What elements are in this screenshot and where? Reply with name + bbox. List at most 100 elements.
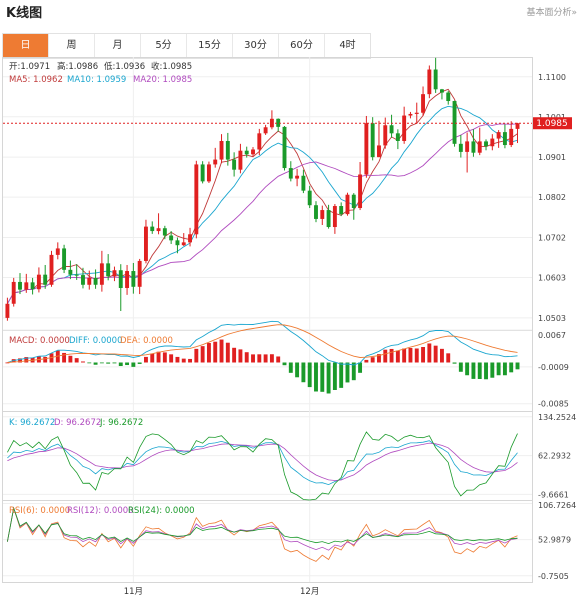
fundamental-analysis-link[interactable]: 基本面分析» <box>526 8 577 18</box>
candle-body <box>181 242 186 246</box>
macd-bar <box>339 362 344 388</box>
info-low: 低:1.0936 <box>104 61 145 72</box>
candle-body <box>307 190 312 206</box>
macd-bar <box>490 362 495 378</box>
macd-bar <box>389 348 394 363</box>
macd-bar <box>414 348 419 363</box>
info-rsi12: RSI(12): 0.0000 <box>67 506 134 516</box>
candle-body <box>314 205 318 219</box>
macd-bar <box>87 362 92 364</box>
candle-body <box>421 94 426 113</box>
y-tick-label: -0.0085 <box>538 400 569 409</box>
macd-bar <box>301 362 306 383</box>
candle-body <box>395 133 400 141</box>
tab-5min[interactable]: 5分 <box>141 34 187 58</box>
macd-bar <box>68 355 73 363</box>
candle-body <box>169 235 174 241</box>
candle-body <box>188 234 192 243</box>
tab-30min[interactable]: 30分 <box>233 34 279 58</box>
macd-bar <box>144 356 148 363</box>
macd-bar <box>377 354 381 363</box>
candle-body <box>477 141 482 153</box>
page-title: K线图 <box>6 6 43 21</box>
macd-bar <box>125 362 130 366</box>
candle-body <box>156 228 161 232</box>
chart-svg[interactable]: 1.11001.10011.09011.08021.07021.06031.05… <box>0 57 583 600</box>
candle-body <box>433 69 438 90</box>
tab-day[interactable]: 日 <box>3 34 49 58</box>
candle-body <box>200 164 205 182</box>
ma5-line <box>7 88 518 304</box>
macd-bar <box>219 339 224 363</box>
macd-bar <box>43 356 48 363</box>
candles <box>5 57 520 321</box>
info-high: 高:1.0986 <box>57 61 98 72</box>
macd-bar <box>408 347 413 363</box>
ma10-line <box>7 105 518 304</box>
macd-bar <box>465 362 470 376</box>
candle-body <box>87 277 92 285</box>
y-tick-label: 52.9879 <box>538 536 571 545</box>
macd-bar <box>156 351 161 363</box>
period-tabs: 日 周 月 5分 15分 30分 60分 4时 <box>2 33 371 59</box>
macd-bar <box>74 358 79 363</box>
macd-bar <box>194 348 199 363</box>
info-j: J: 96.2672 <box>99 418 143 428</box>
candle-body <box>175 240 180 246</box>
y-tick-label: 1.0702 <box>538 234 566 243</box>
candle-body <box>194 164 199 235</box>
y-tick-label: 106.7264 <box>538 501 576 510</box>
candle-body <box>55 248 60 255</box>
macd-bar <box>358 362 363 373</box>
candle-body <box>18 281 22 290</box>
macd-bar <box>282 362 287 366</box>
tab-month[interactable]: 月 <box>95 34 141 58</box>
candle-body <box>502 132 507 146</box>
candle-body <box>112 270 117 277</box>
y-tick-label: 134.2524 <box>538 413 576 422</box>
macd-bar <box>370 357 375 363</box>
y-tick-label: -0.0009 <box>538 363 569 372</box>
candle-body <box>389 125 394 134</box>
candle-body <box>427 69 432 95</box>
candle-body <box>150 226 155 232</box>
macd-bar <box>225 342 230 363</box>
y-tick-label: 1.0603 <box>538 274 566 283</box>
candle-body <box>276 118 281 127</box>
tab-60min[interactable]: 60分 <box>279 34 325 58</box>
macd-bar <box>484 362 488 380</box>
candle-body <box>99 263 104 285</box>
candle-body <box>11 281 16 304</box>
j-line <box>7 431 518 501</box>
tab-15min[interactable]: 15分 <box>187 34 233 58</box>
macd-bar <box>320 362 325 392</box>
tab-week[interactable]: 周 <box>49 34 95 58</box>
moving-average-lines <box>7 88 518 304</box>
y-tick-label: 1.0503 <box>538 314 566 323</box>
macd-bar <box>427 343 432 363</box>
macd-bar <box>276 356 281 363</box>
macd-bar <box>332 362 337 390</box>
rsi-panel <box>2 500 533 583</box>
macd-bar <box>314 362 318 392</box>
macd-bar <box>5 362 10 364</box>
macd-bar <box>200 346 205 363</box>
kdj-info: K: 96.2672 D: 96.2672 J: 96.2672 <box>9 418 143 428</box>
chart-area[interactable]: 1.11001.10011.09011.08021.07021.06031.05… <box>0 57 583 604</box>
candle-body <box>364 123 369 175</box>
diff-line <box>7 320 518 366</box>
last-price-badge <box>533 117 572 130</box>
candle-body <box>81 275 85 285</box>
last-price-label: 1.0985 <box>536 119 568 129</box>
header: K线图 基本面分析» <box>0 0 583 22</box>
candle-body <box>351 194 356 209</box>
candle-body <box>232 159 237 170</box>
macd-bar <box>150 353 155 363</box>
macd-bar <box>244 352 249 363</box>
macd-bar <box>345 362 350 383</box>
info-rsi6: RSI(6): 0.0000 <box>9 506 70 516</box>
macd-bar <box>351 362 356 381</box>
candle-body <box>106 263 111 277</box>
tab-4hour[interactable]: 4时 <box>325 34 370 58</box>
info-d: D: 96.2672 <box>54 418 101 428</box>
